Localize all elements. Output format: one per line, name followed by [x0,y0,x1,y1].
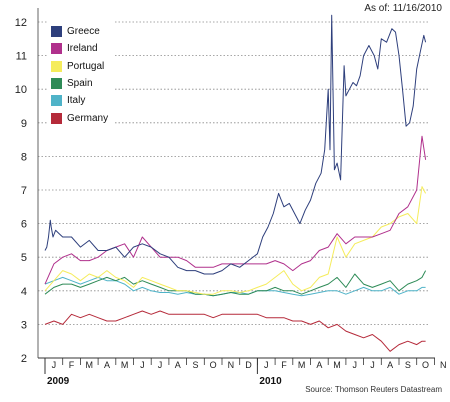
series-line-spain [44,270,427,297]
y-tick-label: 8 [21,151,27,163]
x-tick-label: D [245,360,252,370]
legend-label: Spain [67,78,93,90]
legend-swatch [51,95,62,107]
legend-item-ireland: Ireland [51,40,108,57]
legend-swatch [51,112,62,124]
legend-item-italy: Italy [51,92,108,109]
x-tick-label: J [158,360,163,370]
series-line-ireland [44,135,427,285]
legend-item-germany: Germany [51,109,108,126]
x-tick-label: A [316,360,322,370]
x-tick-label: M [86,360,94,370]
legend-swatch [51,43,62,55]
as-of-date: As of: 11/16/2010 [364,3,442,14]
x-tick-label: A [104,360,110,370]
legend-label: Ireland [67,43,98,55]
x-tick-label: J [140,360,145,370]
x-tick-label: N [228,360,235,370]
legend-swatch [51,26,62,38]
x-tick-label: O [422,360,429,370]
x-tick-label: J [353,360,358,370]
legend-label: Greece [67,26,100,38]
y-tick-label: 4 [21,286,27,298]
legend: Greece Ireland Portugal Spain Italy Germany [47,20,115,130]
gridlines [38,21,430,359]
series-line-greece [44,14,427,275]
legend-swatch [51,60,62,72]
x-tick-label: J [52,360,57,370]
legend-item-greece: Greece [51,23,108,40]
x-tick-label: J [370,360,375,370]
y-tick-label: 9 [21,118,27,130]
y-tick-label: 6 [21,219,27,231]
source-note: Source: Thomson Reuters Datastream [305,385,442,394]
legend-label: Germany [67,112,109,124]
x-tick-label: N [440,360,447,370]
y-tick-label: 3 [21,319,27,331]
x-tick-label: M [333,360,341,370]
y-axis-ticks: 2 3 4 5 6 7 8 9 10 11 12 [15,17,27,365]
legend-swatch [51,78,62,90]
y-tick-label: 10 [15,84,27,96]
y-tick-label: 12 [15,17,27,29]
year-label: 2010 [259,376,282,387]
x-tick-label: M [121,360,129,370]
x-tick-label: M [298,360,306,370]
x-tick-label: S [192,360,198,370]
series-line-germany [44,310,426,352]
legend-label: Portugal [67,60,105,72]
x-tick-label: S [405,360,411,370]
legend-item-portugal: Portugal [51,58,108,75]
legend-label: Italy [67,95,86,107]
legend-item-spain: Spain [51,75,108,92]
y-tick-label: 2 [21,353,27,365]
y-tick-label: 7 [21,185,27,197]
x-tick-label: F [69,360,75,370]
x-tick-label: A [175,360,181,370]
x-tick-label: F [281,360,287,370]
y-tick-label: 11 [16,51,27,63]
x-tick-label: O [210,360,217,370]
y-tick-label: 5 [21,252,27,264]
year-label: 2009 [47,376,70,387]
x-tick-label: A [387,360,393,370]
series-line-portugal [44,186,427,295]
series-lines [44,14,427,352]
x-tick-label: J [264,360,269,370]
